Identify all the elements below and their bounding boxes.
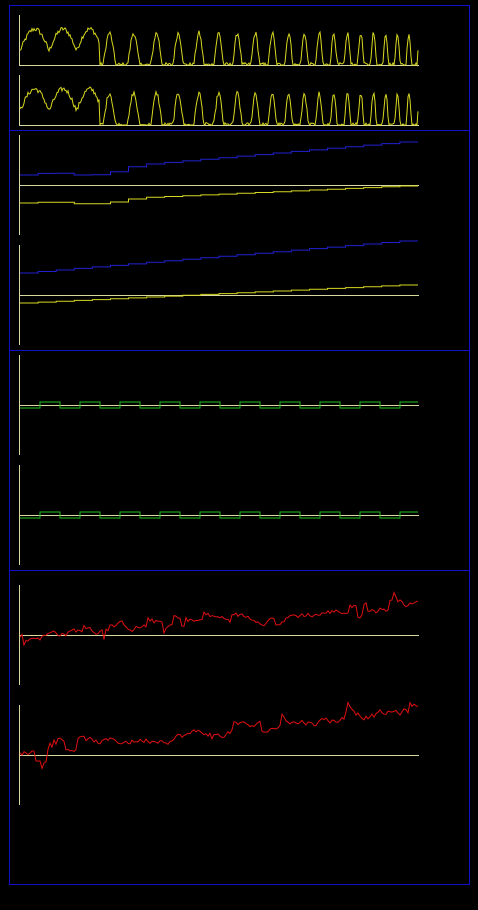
channel-3b-trace-1 (20, 511, 418, 519)
outer-frame (9, 5, 470, 885)
channel-1a-trace-1 (19, 26, 419, 67)
channel-1b-trace-1 (19, 86, 419, 127)
channel-2a-trace-1 (20, 141, 418, 176)
panel-frames (9, 5, 470, 885)
channel-traces (19, 26, 419, 771)
channel-2b-trace-2 (20, 284, 418, 304)
channel-2b-trace-1 (20, 240, 418, 274)
channel-2a-trace-2 (20, 185, 418, 205)
channel-axes (19, 15, 419, 805)
channel-4a-trace-1 (19, 591, 419, 647)
channel-4b-trace-1 (19, 700, 419, 771)
channel-3a-trace-1 (20, 401, 418, 409)
